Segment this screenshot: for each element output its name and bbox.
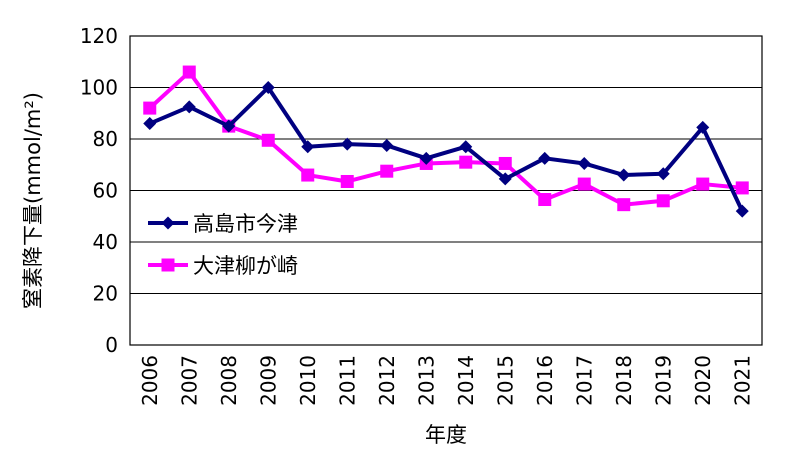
legend-label-imazu: 高島市今津 bbox=[193, 212, 298, 236]
x-tick-label: 2021 bbox=[730, 355, 754, 406]
data-point bbox=[340, 174, 354, 188]
data-point bbox=[656, 194, 670, 208]
data-point bbox=[261, 133, 275, 147]
data-point bbox=[222, 119, 236, 133]
data-point bbox=[143, 101, 157, 115]
x-tick-label: 2012 bbox=[375, 355, 399, 406]
y-tick-label: 0 bbox=[105, 333, 118, 357]
data-point bbox=[419, 151, 433, 165]
x-tick-label: 2013 bbox=[414, 355, 438, 406]
x-tick-label: 2018 bbox=[612, 355, 636, 406]
x-axis-tick-labels: 2006 2007 2008 2009 2010 2011 2012 2013 2014 2015… bbox=[138, 355, 755, 406]
y-tick-label: 100 bbox=[80, 76, 118, 100]
data-point bbox=[498, 156, 512, 170]
y-tick-label: 60 bbox=[93, 179, 118, 203]
legend-label-yanagasaki: 大津柳が崎 bbox=[193, 254, 298, 278]
x-tick-label: 2010 bbox=[296, 355, 320, 406]
data-point bbox=[696, 120, 710, 134]
y-tick-label: 40 bbox=[93, 230, 118, 254]
data-point bbox=[182, 100, 196, 114]
data-point bbox=[617, 198, 631, 212]
plot-area-frame bbox=[129, 35, 763, 346]
data-point bbox=[538, 193, 552, 207]
series-line bbox=[148, 85, 745, 212]
x-tick-label: 2008 bbox=[217, 355, 241, 406]
legend-entry-imazu: 高島市今津 bbox=[148, 212, 298, 236]
gridlines bbox=[130, 35, 762, 346]
data-series bbox=[143, 65, 749, 218]
legend-entry-yanagasaki: 大津柳が崎 bbox=[148, 254, 298, 278]
y-axis-tick-labels: 0 20 40 60 80 100 120 bbox=[80, 24, 118, 357]
y-axis-title: 窒素降下量(mmol/m²) bbox=[21, 92, 45, 309]
x-tick-label: 2017 bbox=[572, 355, 596, 406]
data-point bbox=[261, 81, 275, 94]
data-point bbox=[380, 138, 394, 152]
legend: 高島市今津 大津柳が崎 bbox=[148, 212, 298, 278]
y-tick-label: 80 bbox=[93, 127, 118, 151]
data-point bbox=[182, 65, 196, 79]
x-tick-label: 2015 bbox=[493, 355, 517, 406]
data-point bbox=[577, 177, 591, 191]
data-point bbox=[735, 204, 749, 218]
data-point bbox=[301, 140, 315, 154]
data-point bbox=[577, 156, 591, 170]
x-tick-label: 2011 bbox=[335, 355, 359, 406]
data-point bbox=[340, 137, 354, 151]
x-tick-label: 2009 bbox=[256, 355, 280, 406]
data-point bbox=[656, 167, 670, 181]
legend-marker-yanagasaki bbox=[161, 258, 175, 272]
data-point bbox=[380, 164, 394, 178]
x-tick-label: 2006 bbox=[138, 355, 162, 406]
data-point bbox=[143, 117, 157, 131]
x-tick-label: 2020 bbox=[691, 355, 715, 406]
data-point bbox=[696, 177, 710, 191]
data-point bbox=[617, 168, 631, 182]
legend-marker-imazu bbox=[161, 216, 175, 230]
data-point bbox=[459, 140, 473, 154]
series-imazu bbox=[143, 81, 749, 218]
y-tick-label: 120 bbox=[80, 24, 118, 48]
data-point bbox=[735, 181, 749, 195]
x-tick-label: 2019 bbox=[651, 355, 675, 406]
series-line bbox=[148, 70, 743, 207]
data-point bbox=[538, 151, 552, 165]
x-tick-label: 2016 bbox=[533, 355, 557, 406]
data-point bbox=[301, 168, 315, 182]
legend-marker-shape bbox=[161, 216, 175, 230]
x-tick-label: 2007 bbox=[177, 355, 201, 406]
x-tick-label: 2014 bbox=[454, 355, 478, 406]
y-tick-label: 20 bbox=[93, 282, 118, 306]
data-point bbox=[498, 172, 512, 186]
x-axis-title: 年度 bbox=[425, 423, 467, 447]
legend-marker-shape bbox=[161, 258, 175, 272]
data-point bbox=[459, 155, 473, 169]
